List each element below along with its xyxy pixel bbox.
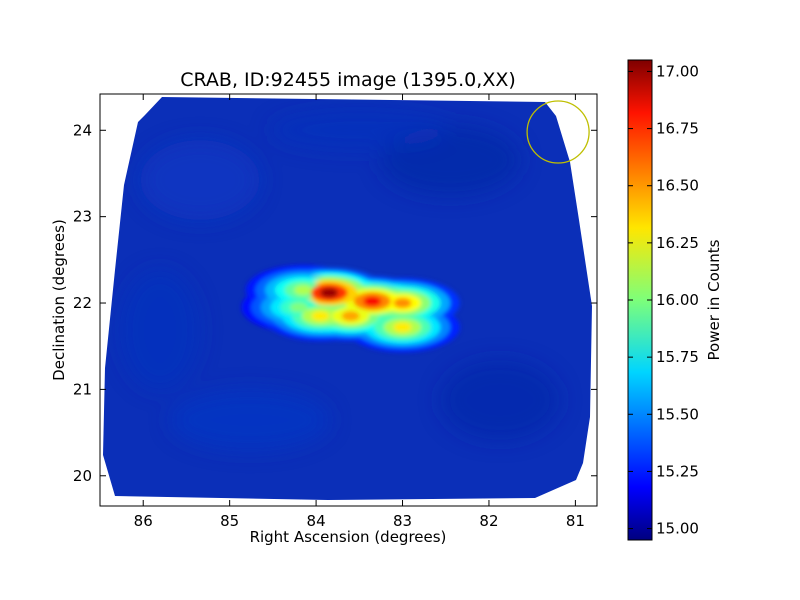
colorbar-tick-label: 15.00 [656, 520, 699, 538]
x-tick-label: 86 [134, 512, 153, 530]
colorbar-tick-label: 15.50 [656, 405, 699, 423]
x-tick-label: 81 [566, 512, 585, 530]
source-blob [363, 296, 382, 307]
y-tick-label: 22 [73, 294, 92, 312]
colorbar-tick-label: 16.25 [656, 234, 699, 252]
colorbar-tick-label: 17.00 [656, 62, 699, 80]
source-blob [289, 302, 308, 313]
background-mottle [120, 110, 560, 450]
source-blob [294, 285, 313, 296]
x-axis-ticks: 86 85 84 83 82 81 [134, 94, 585, 530]
colorbar-tick-label: 16.75 [656, 120, 699, 138]
y-axis-label: Declination (degrees) [50, 219, 68, 381]
colorbar-ticks: 15.00 15.25 15.50 15.75 16.00 16.25 16.50 16.75… [628, 62, 699, 538]
colorbar-tick-label: 16.50 [656, 177, 699, 195]
source-blob [393, 298, 412, 308]
colorbar-tick-label: 16.00 [656, 291, 699, 309]
y-tick-label: 24 [73, 121, 92, 139]
x-tick-label: 84 [307, 512, 326, 530]
y-tick-label: 21 [73, 380, 92, 398]
x-tick-label: 82 [479, 512, 498, 530]
x-axis-label: Right Ascension (degrees) [250, 528, 447, 546]
heatmap-image [103, 97, 592, 500]
source-blob [320, 287, 339, 298]
x-tick-label: 85 [220, 512, 239, 530]
source-blob [393, 322, 412, 333]
colorbar-label: Power in Counts [705, 239, 723, 360]
y-axis-ticks: 20 21 22 23 24 [73, 121, 597, 485]
colorbar-tick-label: 15.75 [656, 348, 699, 366]
y-tick-label: 23 [73, 208, 92, 226]
y-tick-label: 20 [73, 467, 92, 485]
x-tick-label: 83 [393, 512, 412, 530]
source-blob [341, 311, 360, 321]
source-blob [311, 311, 330, 321]
plot-frame [99, 93, 598, 507]
colorbar-tick-label: 15.25 [656, 462, 699, 480]
marker-circle [526, 100, 590, 164]
source-emission [241, 265, 460, 353]
chart-title: CRAB, ID:92455 image (1395.0,XX) [180, 69, 516, 91]
